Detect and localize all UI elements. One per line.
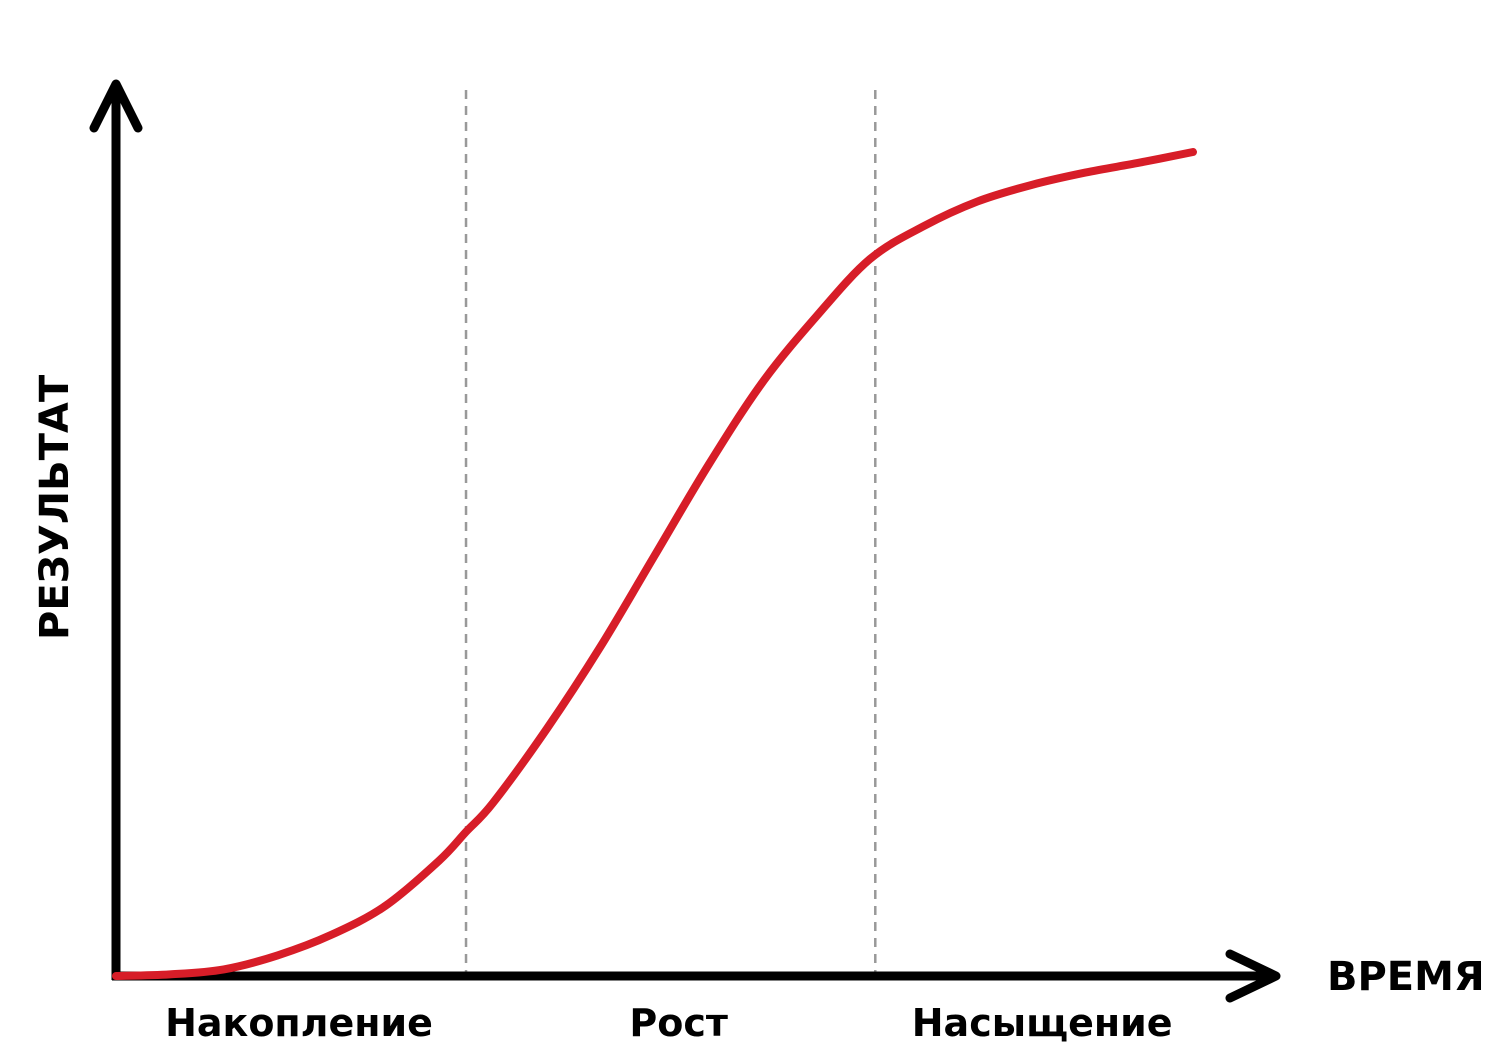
phase-labels: Накопление Рост Насыщение [165, 1001, 1172, 1045]
y-axis-arrowhead [89, 79, 143, 133]
phase-label: Рост [629, 1001, 728, 1045]
x-axis-title: ВРЕМЯ [1327, 954, 1485, 1000]
s-curve-line [112, 148, 1197, 980]
x-axis-arrowhead [1225, 949, 1281, 1003]
y-axis-title: РЕЗУЛЬТАТ [32, 374, 78, 640]
series-layer [112, 148, 1197, 980]
phase-label: Насыщение [912, 1001, 1173, 1045]
phase-label: Накопление [165, 1001, 433, 1045]
axes [89, 79, 1281, 1003]
